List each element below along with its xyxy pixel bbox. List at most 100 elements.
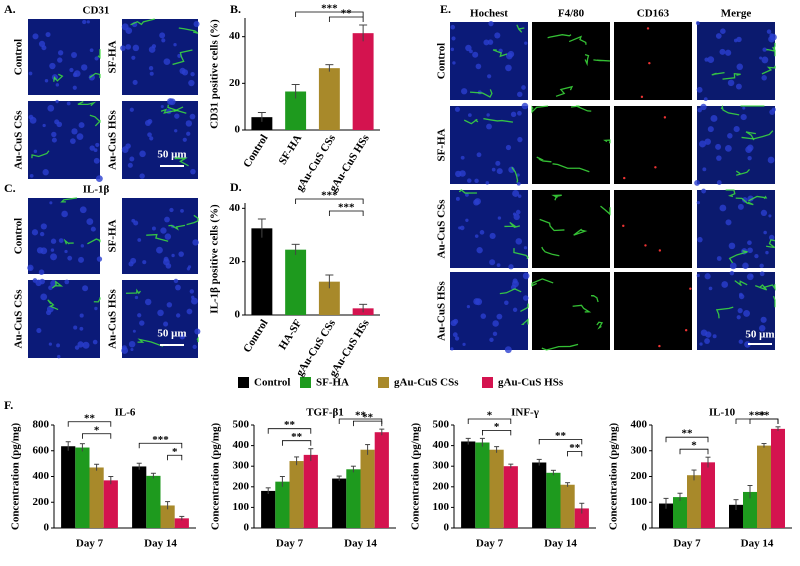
fiber: [51, 280, 64, 289]
nucleus: [48, 342, 52, 346]
bar: [75, 447, 90, 528]
y-tick-label: 100: [433, 501, 450, 513]
significance-bracket: [295, 198, 364, 204]
nucleus: [763, 230, 767, 235]
fiber: [735, 168, 750, 176]
nucleus: [50, 253, 58, 261]
nucleus: [712, 334, 717, 339]
x-tick-label: SF-HA: [277, 133, 305, 167]
nucleus: [181, 69, 189, 76]
nucleus: [64, 249, 68, 254]
nucleus: [129, 107, 134, 112]
nucleus: [517, 194, 522, 198]
nucleus: [742, 262, 749, 270]
nucleus: [128, 340, 136, 348]
column-label: F4/80: [558, 8, 585, 20]
nucleus: [483, 39, 490, 46]
fiber: [541, 343, 579, 351]
nucleus: [194, 328, 201, 335]
fiber: [513, 248, 529, 260]
scale-label: 50 μm: [157, 328, 186, 340]
bar: [61, 446, 76, 528]
x-tick-label: Control: [241, 318, 271, 355]
nucleus: [156, 246, 163, 254]
micrograph: [532, 272, 610, 350]
nucleus: [157, 309, 164, 317]
bar: [360, 449, 375, 528]
nucleus: [39, 278, 45, 285]
nucleus: [747, 247, 753, 254]
nucleus: [80, 64, 88, 71]
nucleus: [474, 178, 479, 184]
x-tick-label: Day 14: [544, 538, 577, 550]
fiber: [77, 101, 97, 107]
nucleus: [485, 181, 489, 185]
nucleus: [179, 333, 186, 340]
nucleus: [130, 257, 137, 264]
fiber: [47, 299, 59, 311]
nucleus: [738, 292, 743, 297]
fiber: [551, 194, 562, 201]
nucleus: [79, 326, 84, 331]
nucleus: [721, 281, 729, 288]
nucleus: [72, 85, 77, 90]
nucleus: [704, 338, 710, 344]
fiber: [168, 224, 186, 231]
nucleus: [491, 167, 496, 172]
nucleus: [82, 285, 89, 292]
nucleus: [486, 113, 490, 117]
nucleus: [750, 274, 754, 278]
nucleus: [517, 136, 523, 143]
nucleus: [48, 285, 53, 291]
nucleus: [487, 39, 494, 45]
nucleus: [468, 113, 472, 117]
scale-label: 50 μm: [157, 149, 186, 161]
fiber: [160, 108, 187, 114]
nucleus: [40, 247, 48, 255]
nucleus: [139, 150, 146, 158]
nucleus: [148, 46, 156, 53]
nucleus: [171, 253, 175, 258]
row-label: Control: [436, 43, 448, 79]
nucleus: [151, 226, 156, 231]
nucleus: [741, 197, 748, 203]
nucleus: [137, 238, 142, 242]
nucleus: [496, 263, 501, 267]
nucleus: [704, 273, 711, 280]
fiber: [573, 228, 588, 236]
nucleus: [696, 86, 703, 93]
row-label: Control: [13, 39, 25, 75]
nucleus: [522, 295, 529, 301]
significance-label: *: [487, 410, 493, 422]
nucleus: [149, 71, 154, 76]
nucleus: [125, 27, 133, 34]
nucleus: [90, 226, 96, 232]
nucleus: [476, 247, 483, 254]
x-tick-label: Day 7: [76, 538, 104, 550]
nucleus: [130, 347, 134, 352]
nucleus: [82, 19, 87, 25]
fiber: [60, 197, 78, 203]
y-tick-label: 400: [33, 470, 50, 482]
fiber: [516, 24, 525, 33]
nucleus: [704, 138, 711, 145]
nucleus: [147, 132, 152, 137]
nucleus: [736, 315, 741, 320]
y-tick-label: 400: [433, 439, 450, 451]
nucleus: [450, 319, 457, 327]
nucleus: [454, 336, 460, 341]
nucleus: [729, 270, 735, 276]
nucleus: [522, 272, 530, 280]
nucleus: [160, 105, 164, 109]
fiber: [603, 139, 611, 144]
y-tick-label: 0: [235, 309, 241, 321]
nucleus: [137, 313, 142, 318]
signal: [646, 27, 650, 30]
nucleus: [36, 327, 42, 334]
nucleus: [754, 253, 759, 259]
nucleus: [729, 262, 737, 270]
bar: [461, 441, 476, 528]
nucleus: [73, 325, 78, 330]
significance-label: *: [172, 446, 178, 458]
nucleus: [740, 113, 747, 121]
